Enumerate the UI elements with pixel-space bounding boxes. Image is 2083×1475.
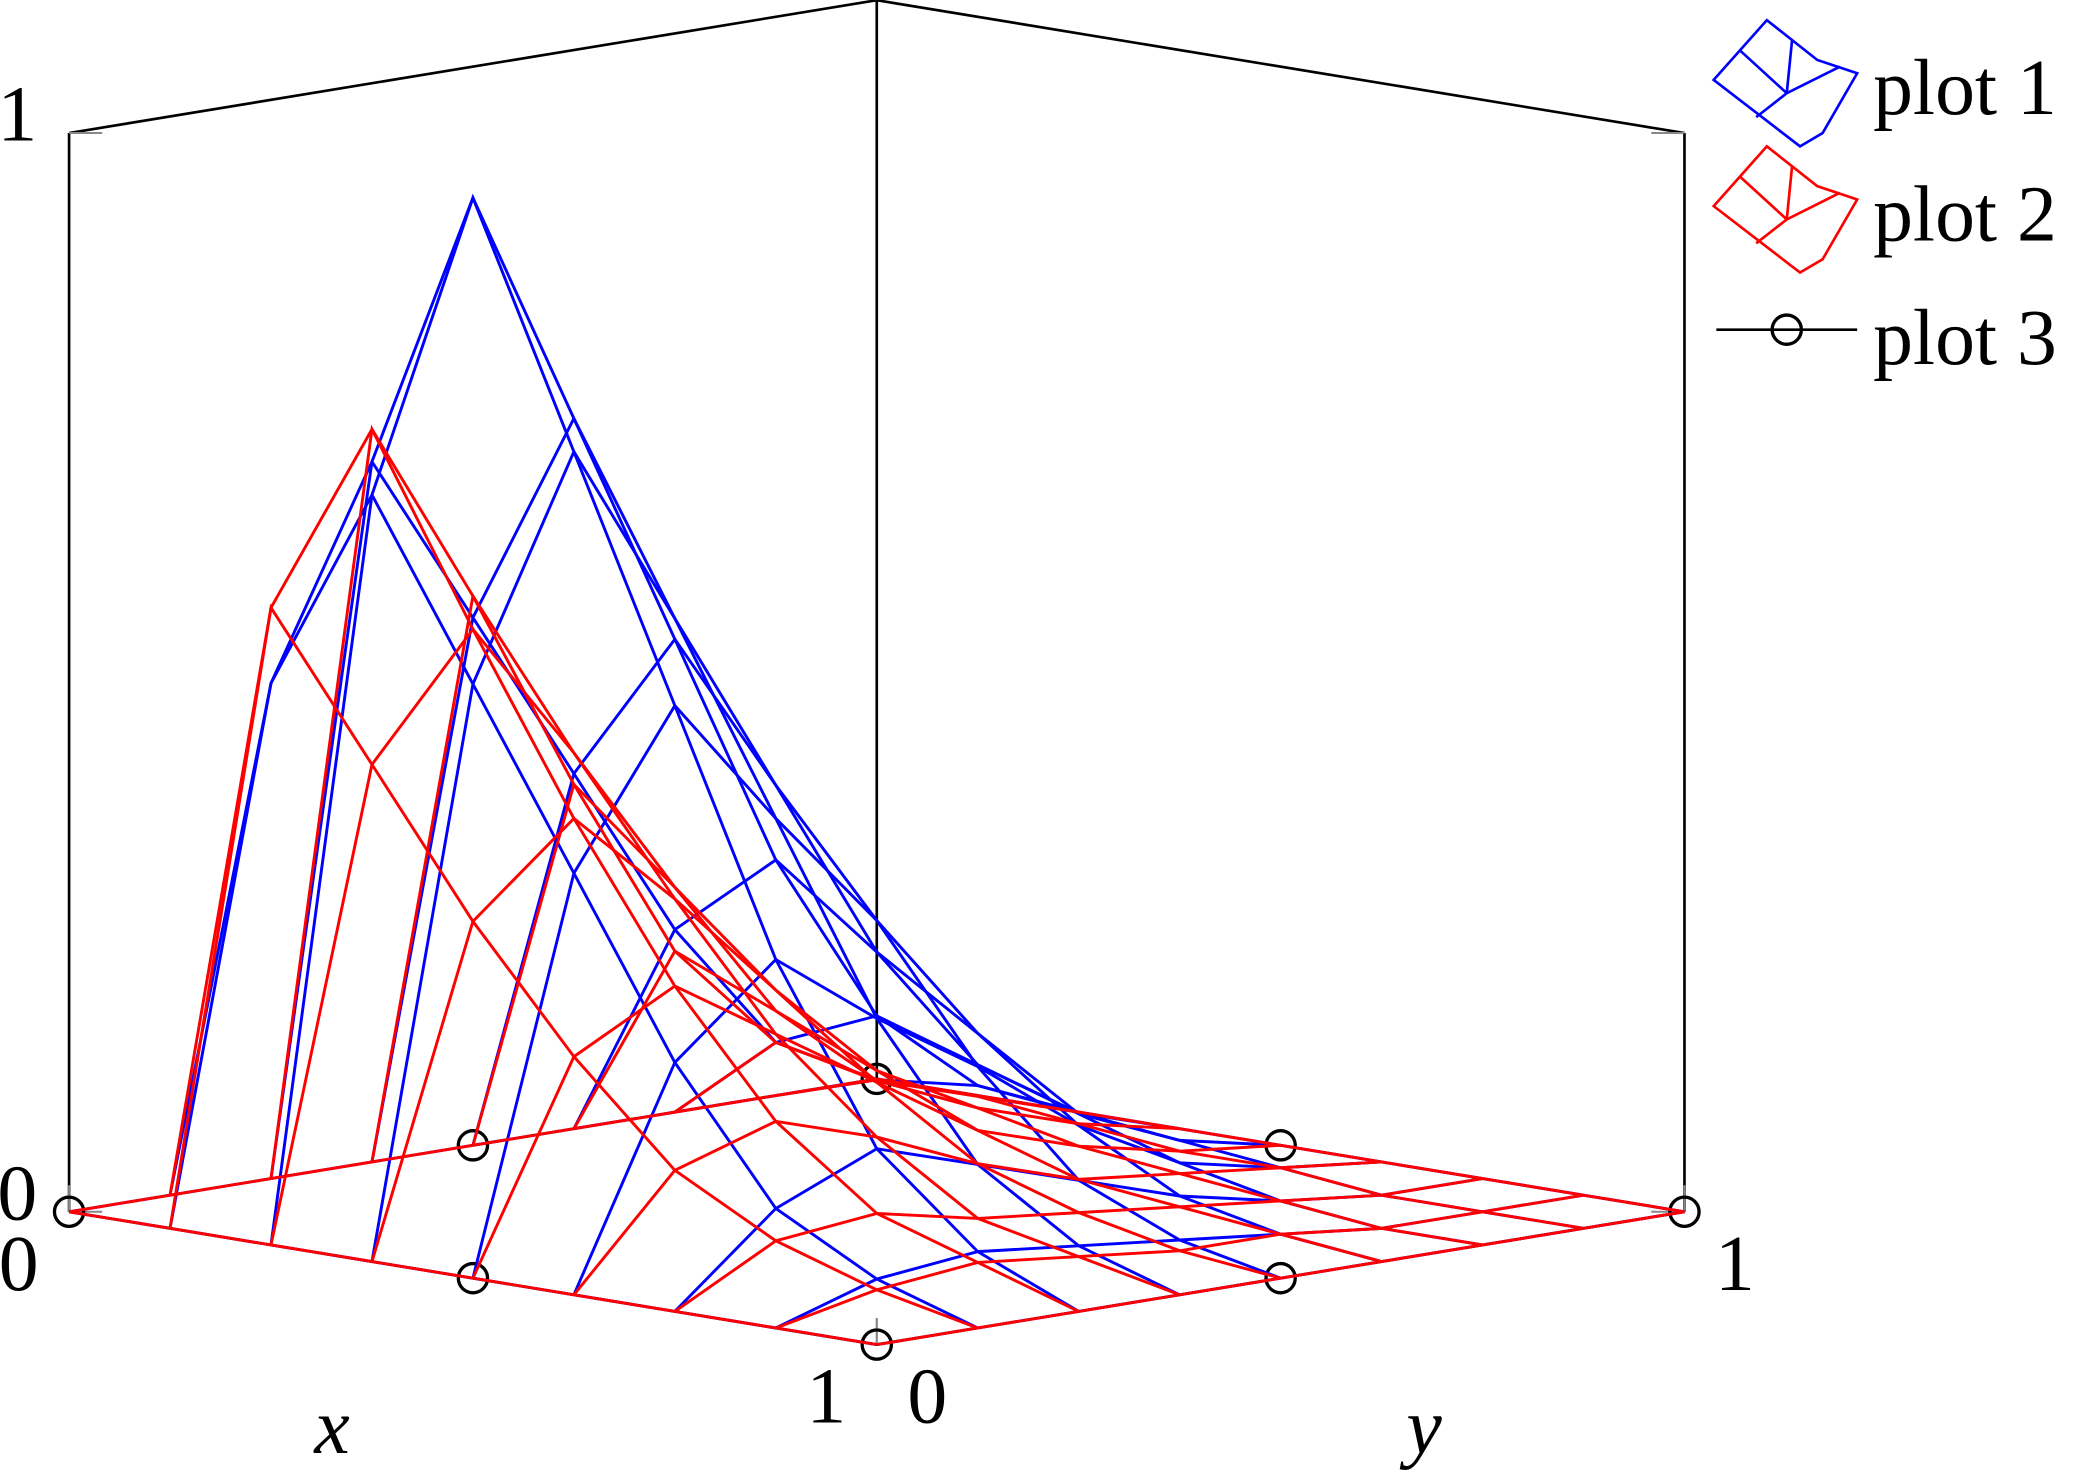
mesh-line <box>370 592 1181 1297</box>
legend-icon <box>1755 39 1794 119</box>
y-axis-label: y <box>1399 1383 1442 1471</box>
mesh-line <box>674 1040 1483 1247</box>
mesh-line <box>168 491 979 1330</box>
z-tick-label: 0 <box>0 1149 37 1237</box>
mesh-line <box>572 858 1382 1263</box>
legend-label: plot 2 <box>1873 170 2057 258</box>
marker <box>860 1328 894 1361</box>
axis-box <box>876 0 1685 135</box>
mesh-line <box>168 603 979 1330</box>
axis-box <box>68 0 877 135</box>
mesh-line <box>876 1210 1685 1347</box>
mesh-line <box>471 636 1282 1280</box>
marker <box>1264 1261 1297 1295</box>
legend-icon <box>1711 18 1860 148</box>
legend-marker <box>1770 313 1804 346</box>
legend-icon <box>1711 144 1860 275</box>
mesh-line <box>269 424 1080 1313</box>
legend-icon <box>1755 166 1794 245</box>
x-tick-label: 1 <box>806 1353 846 1441</box>
mesh-line <box>471 781 1282 1280</box>
marker <box>52 1195 86 1229</box>
marker <box>1668 1195 1701 1229</box>
mesh-line <box>572 957 1382 1296</box>
z-tick-label: 1 <box>0 71 37 159</box>
mesh-line <box>269 193 1080 1246</box>
marker <box>456 1129 490 1162</box>
mesh-line <box>68 1210 878 1347</box>
mesh-line <box>572 949 1382 1263</box>
x-tick-label: 0 <box>0 1220 39 1308</box>
mesh-line <box>876 1077 1685 1214</box>
legend-label: plot 3 <box>1873 294 2057 382</box>
x-axis-label: x <box>313 1383 349 1471</box>
marker <box>456 1261 490 1295</box>
mesh-line <box>370 415 1181 1297</box>
legend-label: plot 1 <box>1873 44 2057 132</box>
y-tick-label: 1 <box>1715 1220 1755 1308</box>
y-tick-label: 0 <box>907 1353 947 1441</box>
